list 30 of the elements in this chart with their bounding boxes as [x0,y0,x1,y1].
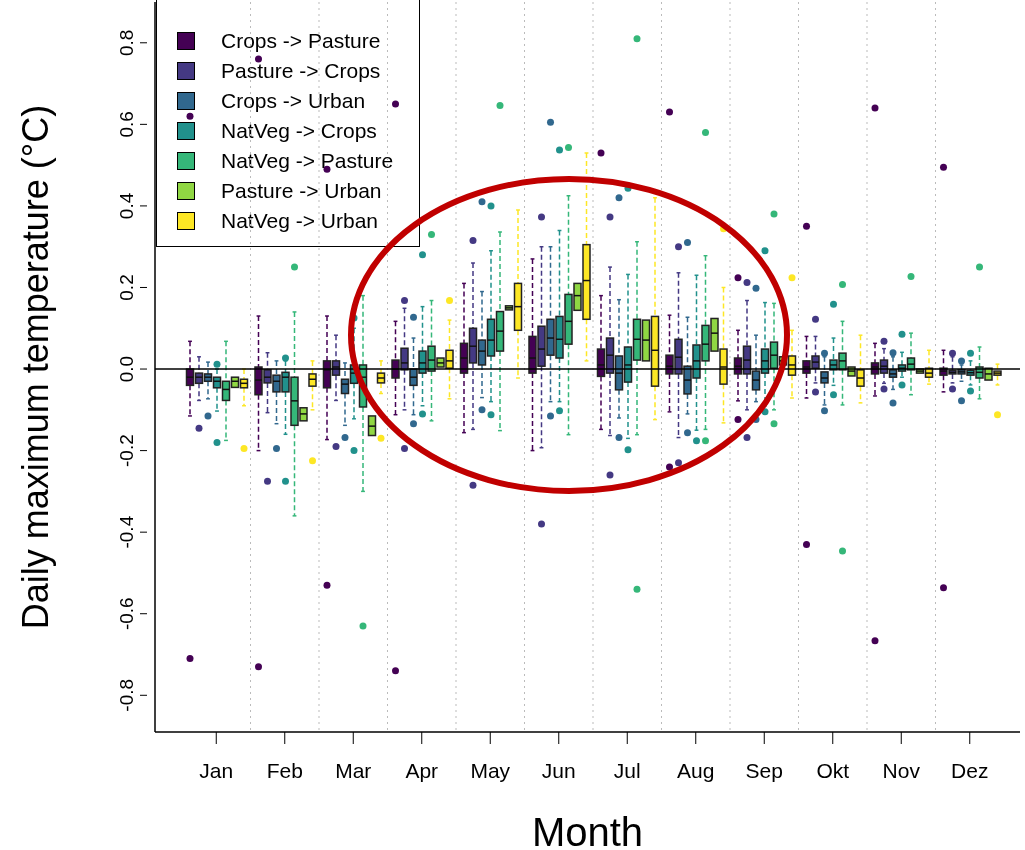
x-tick-label: Jun [541,759,576,782]
legend-label: Pasture -> Crops [221,59,381,83]
x-tick-label: Okt [816,759,850,782]
y-tick-label: 0.8 [116,29,137,56]
x-tick-label: Aug [677,759,715,782]
x-tick-label: Jan [199,759,234,782]
y-tick-label: 0.6 [116,111,137,138]
x-tick-label: Jul [613,759,641,782]
y-tick-label: 0.2 [116,274,137,301]
x-tick-label: Nov [882,759,921,782]
y-tick-label: -0.6 [116,597,137,631]
x-tick-label: Dez [951,759,989,782]
y-axis-title: Daily maximum temperature (°C) [15,104,56,630]
x-axis-title: Month [531,810,644,850]
x-tick-label: Mar [335,759,372,782]
legend-label: Crops -> Pasture [221,29,381,53]
legend-label: Crops -> Urban [221,89,366,113]
x-tick-label: May [470,759,511,782]
y-tick-label: 0.0 [116,355,137,383]
x-tick-label: Apr [405,759,439,782]
legend-label: Pasture -> Urban [221,179,382,203]
legend-label: NatVeg -> Crops [221,119,377,143]
x-tick-label: Feb [266,759,303,782]
legend-label: NatVeg -> Urban [221,209,379,233]
y-tick-label: -0.8 [116,678,137,712]
y-tick-label: -0.2 [116,434,137,467]
y-tick-label: 0.4 [116,192,137,220]
x-tick-label: Sep [745,759,783,782]
y-tick-label: -0.4 [116,515,137,549]
legend-label: NatVeg -> Pasture [221,149,394,173]
